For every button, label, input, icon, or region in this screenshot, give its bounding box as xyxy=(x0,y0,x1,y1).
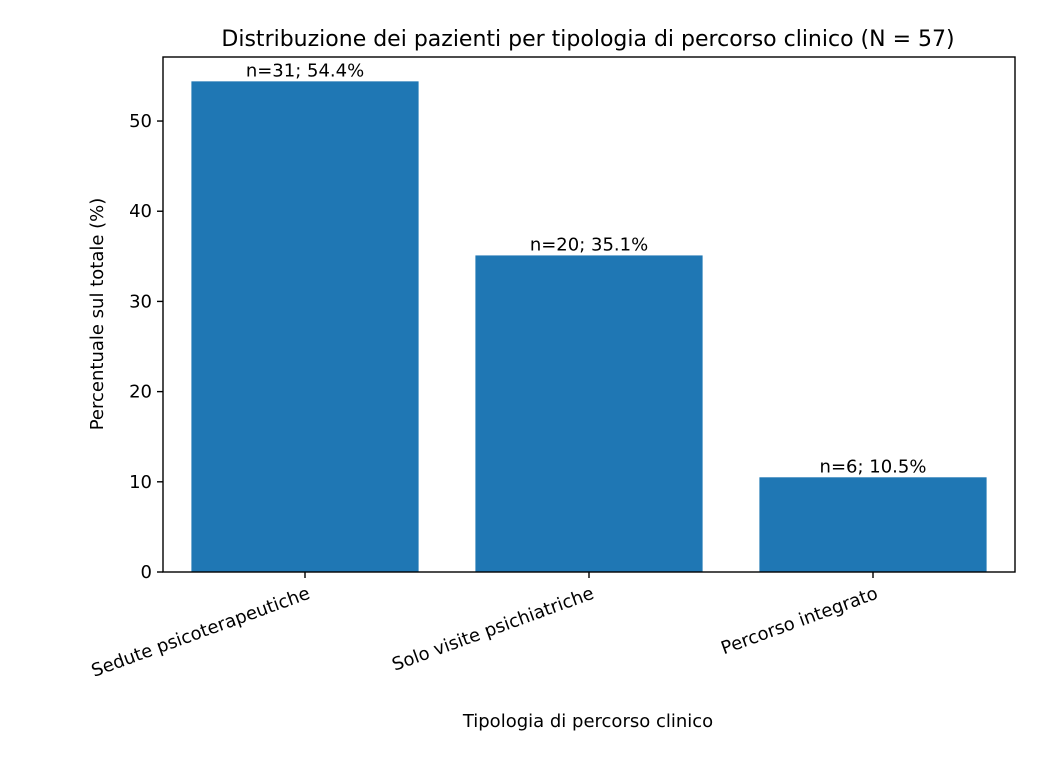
bar-value-label-1: n=31; 54.4% xyxy=(246,60,364,81)
y-tick-label-40: 40 xyxy=(129,201,152,222)
chart-title: Distribuzione dei pazienti per tipologia… xyxy=(221,27,954,52)
bar-1 xyxy=(191,81,419,572)
y-axis: 0 10 20 30 40 50 xyxy=(129,111,163,583)
bar-3 xyxy=(759,477,987,572)
x-axis: Sedute psicoterapeutiche Solo visite psic… xyxy=(89,572,881,682)
bars-layer xyxy=(191,81,987,572)
y-tick-label-20: 20 xyxy=(129,382,152,403)
x-tick-label-2: Solo visite psichiatriche xyxy=(389,583,596,676)
y-tick-label-10: 10 xyxy=(129,472,152,493)
x-axis-label: Tipologia di percorso clinico xyxy=(462,711,713,732)
bar-2 xyxy=(475,255,703,572)
y-tick-label-30: 30 xyxy=(129,291,152,312)
bar-value-label-3: n=6; 10.5% xyxy=(820,456,927,477)
y-tick-label-0: 0 xyxy=(141,562,152,583)
y-axis-label: Percentuale sul totale (%) xyxy=(87,198,108,431)
y-tick-label-50: 50 xyxy=(129,111,152,132)
x-tick-label-1: Sedute psicoterapeutiche xyxy=(89,583,313,682)
plot-frame xyxy=(162,56,1016,573)
data-labels-layer: n=31; 54.4% n=20; 35.1% n=6; 10.5% xyxy=(246,60,927,477)
bar-value-label-2: n=20; 35.1% xyxy=(530,234,648,255)
x-tick-label-3: Percorso integrato xyxy=(718,583,880,659)
